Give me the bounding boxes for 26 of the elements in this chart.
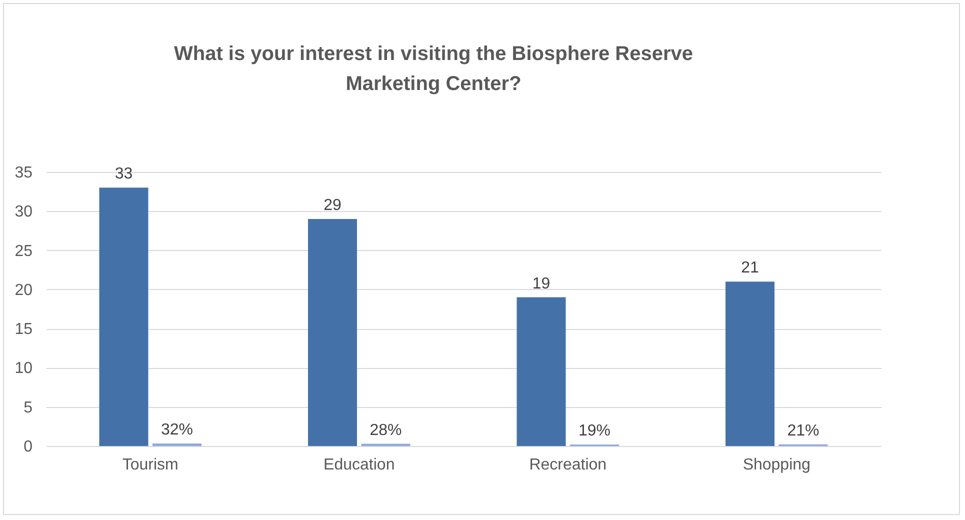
y-tick-label: 30 <box>14 204 33 221</box>
y-tick-label: 15 <box>14 321 33 338</box>
data-label: 32% <box>160 421 194 438</box>
bar <box>308 218 357 446</box>
bar <box>99 188 148 446</box>
data-label: 19 <box>532 275 550 292</box>
x-tick-label: Education <box>324 456 395 474</box>
y-tick-label: 25 <box>14 242 33 260</box>
data-label: 21 <box>741 260 759 277</box>
bar <box>516 297 566 446</box>
y-tick-label: 20 <box>14 282 33 299</box>
bar <box>726 282 774 446</box>
data-label: 21% <box>787 422 820 440</box>
chart-title: What is your interest in visiting the Biosphere Reserve Marketing Center? <box>174 43 694 95</box>
y-tick-label: 5 <box>24 399 33 416</box>
x-tick-label: Shopping <box>742 456 810 474</box>
x-tick-label: Recreation <box>529 456 607 474</box>
data-label: 29 <box>324 196 342 214</box>
data-label: 19% <box>578 422 611 440</box>
y-tick-label: 35 <box>14 164 33 182</box>
y-tick-label: 10 <box>14 360 33 378</box>
data-label: 33 <box>114 166 133 183</box>
data-label: 28% <box>370 422 402 439</box>
x-tick-label: Tourism <box>122 456 178 474</box>
bar <box>152 443 202 446</box>
y-tick-label: 0 <box>24 438 33 456</box>
